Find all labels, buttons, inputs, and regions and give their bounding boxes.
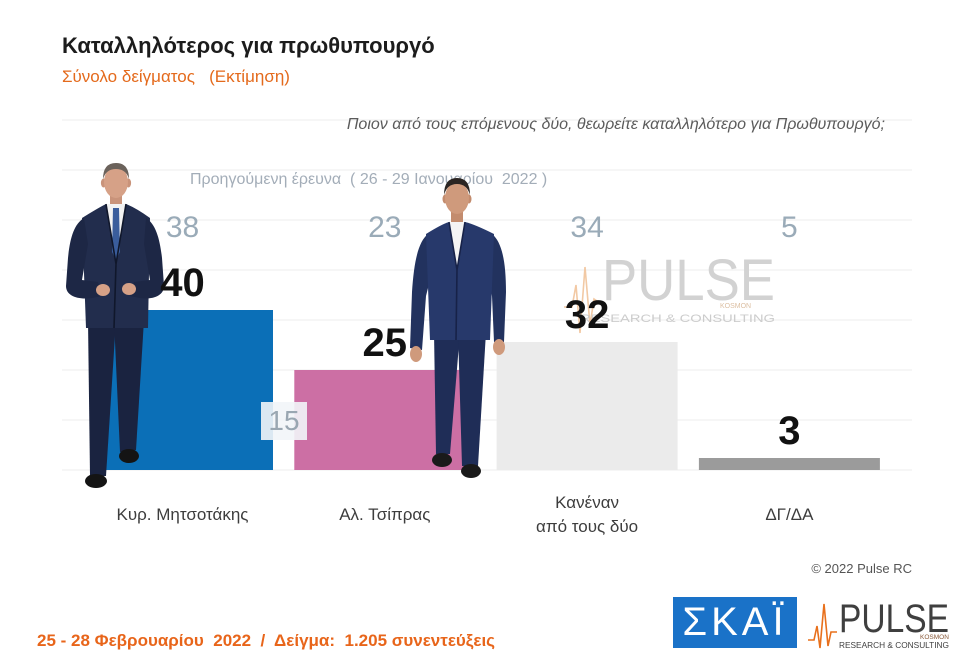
pulse-wave-icon <box>808 603 837 649</box>
chart-title: Καταλληλότερος για πρωθυπουργό <box>62 33 435 58</box>
category-label: Κανέναν από τους δύο <box>536 493 639 536</box>
pulse-wave-icon <box>564 266 601 334</box>
copyright: © 2022 Pulse RC <box>811 561 912 576</box>
watermark-sub: KOSMON <box>720 303 751 310</box>
category-label: Αλ. Τσίπρας <box>339 505 431 524</box>
pulse-logo-brand: PULSE <box>839 597 949 641</box>
category-label: Κυρ. Μητσοτάκης <box>116 505 249 524</box>
difference-annotation: 15 <box>261 402 307 440</box>
watermark-brand: PULSE <box>602 248 775 313</box>
tsipras-figure <box>410 178 506 478</box>
pulse-logo-tagline: RESEARCH & CONSULTING <box>839 640 949 650</box>
photo-mitsotakis <box>66 163 164 488</box>
photo-tsipras <box>410 178 506 478</box>
chart-subtitle: Σύνολο δείγματος (Εκτίμηση) <box>62 67 290 86</box>
category-label: ΔΓ/ΔΑ <box>765 505 814 524</box>
bar-3 <box>496 342 678 470</box>
pulse-logo: PULSE KOSMON RESEARCH & CONSULTING <box>808 597 949 650</box>
bar-4 <box>698 458 880 470</box>
watermark-tagline: RESEARCH & CONSULTING <box>580 313 775 325</box>
survey-question: Ποιον από τους επόμενους δύο, θεωρείτε κ… <box>346 116 885 133</box>
skai-logo: ΣΚΑΪ <box>673 597 797 648</box>
survey-dates-sample: 25 - 28 Φεβρουαρίου 2022 / Δείγμα: 1.205… <box>37 631 496 650</box>
pulse-logo-sub: KOSMON <box>920 634 949 641</box>
mitsotakis-figure <box>66 163 164 488</box>
pulse-watermark: PULSE KOSMON RESEARCH & CONSULTING <box>564 248 775 334</box>
